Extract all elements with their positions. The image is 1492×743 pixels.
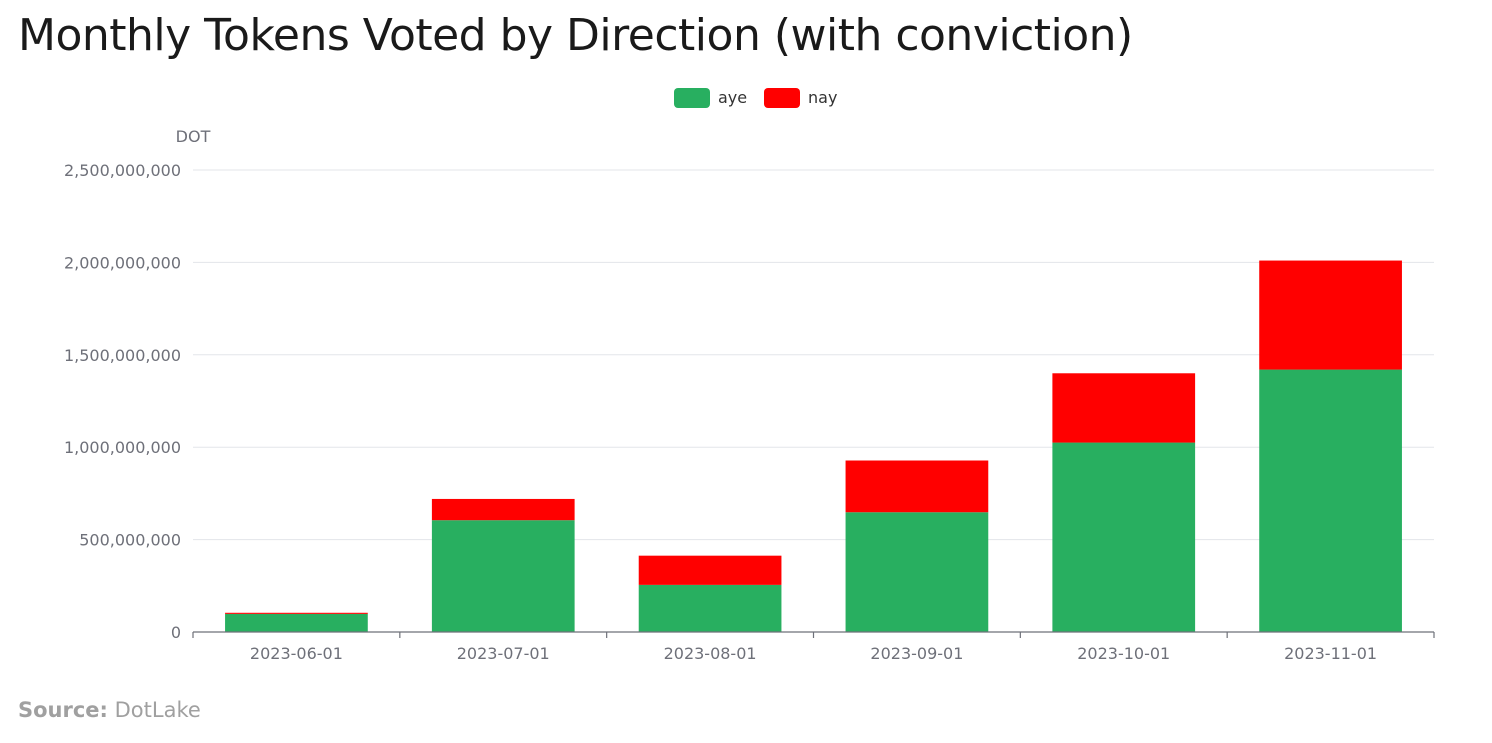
- grid-lines: [193, 169, 1434, 541]
- legend-label: aye: [718, 88, 747, 107]
- axes: 0 500,000,000 1,000,000,000 1,500,000,000 2,…: [64, 127, 1435, 663]
- legend-item-nay[interactable]: nay: [764, 88, 837, 108]
- source-note: Source: DotLake: [18, 698, 201, 722]
- x-tick-label: 2023-10-01: [1077, 644, 1170, 663]
- y-tick-label: 500,000,000: [79, 531, 181, 550]
- x-tick-label: 2023-09-01: [870, 644, 963, 663]
- y-tick-label: 1,000,000,000: [64, 438, 181, 457]
- y-axis-label: DOT: [176, 127, 211, 146]
- bars: [225, 260, 1402, 632]
- x-tick-label: 2023-06-01: [250, 644, 343, 663]
- x-tick-label: 2023-07-01: [457, 644, 550, 663]
- legend-item-aye[interactable]: aye: [674, 88, 747, 108]
- legend: aye nay: [674, 88, 837, 108]
- bar-aye-2023-07-01: [431, 520, 575, 632]
- chart-title: Monthly Tokens Voted by Direction (with …: [18, 10, 1133, 61]
- bar-aye-2023-10-01: [1052, 442, 1196, 632]
- bar-aye-2023-09-01: [845, 512, 989, 632]
- y-tick-label: 2,000,000,000: [64, 253, 181, 272]
- y-tick-label: 2,500,000,000: [64, 161, 181, 180]
- x-tick-label: 2023-11-01: [1284, 644, 1377, 663]
- bar-nay-2023-06-01: [225, 612, 368, 614]
- bar-aye-2023-11-01: [1259, 369, 1402, 632]
- legend-label: nay: [808, 88, 837, 107]
- bar-nay-2023-10-01: [1052, 373, 1196, 443]
- y-tick-label: 0: [171, 623, 181, 642]
- x-tick-label: 2023-08-01: [664, 644, 757, 663]
- source-value: DotLake: [114, 698, 201, 722]
- bar-nay-2023-09-01: [845, 460, 989, 513]
- y-tick-label: 1,500,000,000: [64, 346, 181, 365]
- bar-nay-2023-11-01: [1259, 260, 1402, 370]
- legend-swatch: [764, 88, 800, 108]
- bar-aye-2023-08-01: [638, 584, 782, 632]
- legend-swatch: [674, 88, 710, 108]
- bar-nay-2023-08-01: [638, 555, 782, 585]
- source-label: Source:: [18, 698, 108, 722]
- bar-aye-2023-06-01: [225, 613, 368, 632]
- bar-nay-2023-07-01: [431, 498, 575, 521]
